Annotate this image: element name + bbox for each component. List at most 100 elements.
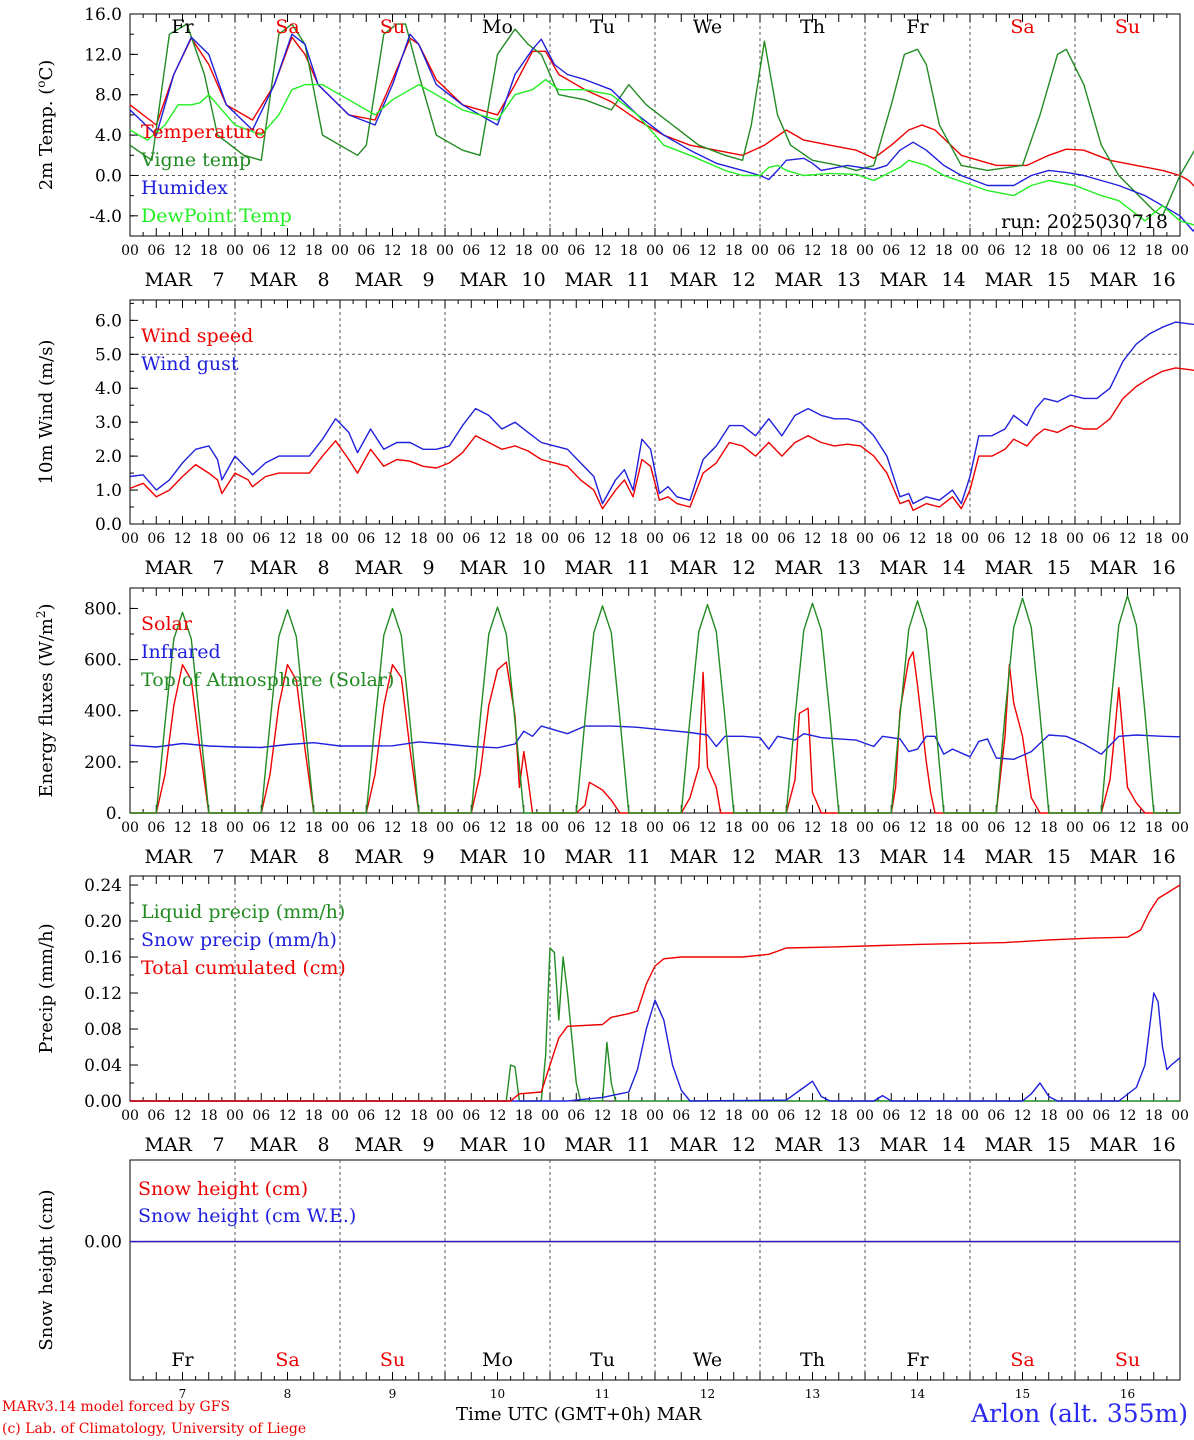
month-label: MAR bbox=[1090, 846, 1138, 868]
hour-tick-label: 18 bbox=[1145, 1108, 1163, 1124]
month-label: MAR bbox=[145, 269, 193, 291]
hour-tick-label: 18 bbox=[305, 531, 323, 547]
day-number-small: 7 bbox=[179, 1387, 187, 1401]
day-number-label: 13 bbox=[837, 557, 861, 579]
hour-tick-label: 12 bbox=[1014, 1108, 1032, 1124]
hour-tick-label: 12 bbox=[174, 243, 192, 259]
day-number-label: 12 bbox=[732, 846, 756, 868]
y-tick-label: 1.0 bbox=[95, 481, 122, 501]
hour-tick-label: 00 bbox=[121, 820, 139, 836]
y-tick-label: 3.0 bbox=[95, 413, 122, 433]
hour-tick-label: 06 bbox=[357, 531, 375, 547]
hour-tick-label: 00 bbox=[856, 820, 874, 836]
month-label: MAR bbox=[985, 557, 1033, 579]
hour-tick-label: 00 bbox=[226, 243, 244, 259]
day-number-label: 11 bbox=[627, 557, 651, 579]
day-number-small: 8 bbox=[284, 1387, 292, 1401]
day-number-label: 10 bbox=[522, 1134, 546, 1156]
day-number-label: 16 bbox=[1152, 846, 1176, 868]
hour-tick-label: 06 bbox=[147, 1108, 165, 1124]
hour-tick-label: 00 bbox=[751, 1108, 769, 1124]
day-number-label: 8 bbox=[318, 846, 330, 868]
unit: ) bbox=[36, 603, 57, 610]
hour-tick-label: 00 bbox=[856, 243, 874, 259]
hour-tick-label: 06 bbox=[672, 531, 690, 547]
month-label: MAR bbox=[880, 846, 928, 868]
hour-tick-label: 06 bbox=[147, 820, 165, 836]
hour-tick-label: 06 bbox=[987, 243, 1005, 259]
x-axis-title: Time UTC (GMT+0h) MAR bbox=[456, 1404, 702, 1425]
hour-tick-label: 06 bbox=[672, 1108, 690, 1124]
hour-tick-label: 12 bbox=[1014, 243, 1032, 259]
hour-tick-label: 18 bbox=[1040, 531, 1058, 547]
hour-tick-label: 18 bbox=[305, 1108, 323, 1124]
day-number-small: 9 bbox=[389, 1387, 397, 1401]
y-tick-label: 6.0 bbox=[95, 311, 122, 331]
day-number-label: 12 bbox=[732, 269, 756, 291]
hour-tick-label: 06 bbox=[252, 243, 270, 259]
y-tick-label: 0.24 bbox=[84, 876, 122, 896]
day-number-label: 14 bbox=[942, 557, 966, 579]
hour-tick-label: 06 bbox=[987, 820, 1005, 836]
hour-tick-label: 12 bbox=[594, 1108, 612, 1124]
series-line-blue bbox=[129, 33, 1194, 232]
day-number-small: 12 bbox=[700, 1387, 715, 1401]
hour-tick-label: 12 bbox=[1014, 820, 1032, 836]
day-number-label: 15 bbox=[1047, 1134, 1071, 1156]
month-label: MAR bbox=[565, 269, 613, 291]
hour-tick-label: 18 bbox=[830, 820, 848, 836]
hour-tick-label: 18 bbox=[1040, 1108, 1058, 1124]
weekday-label: We bbox=[693, 1349, 722, 1371]
y-tick-label: 16.0 bbox=[84, 5, 122, 25]
hour-tick-label: 00 bbox=[1171, 1108, 1189, 1124]
month-label: MAR bbox=[1090, 269, 1138, 291]
hour-tick-label: 18 bbox=[935, 531, 953, 547]
hour-tick-label: 12 bbox=[384, 1108, 402, 1124]
day-number-label: 10 bbox=[522, 269, 546, 291]
day-number-label: 9 bbox=[423, 846, 435, 868]
day-number-label: 14 bbox=[942, 1134, 966, 1156]
weekday-label: Fr bbox=[906, 16, 929, 38]
hour-tick-label: 06 bbox=[882, 820, 900, 836]
y-tick-label: 8.0 bbox=[95, 86, 122, 106]
hour-tick-label: 00 bbox=[646, 1108, 664, 1124]
hour-tick-label: 12 bbox=[384, 820, 402, 836]
hour-tick-label: 18 bbox=[515, 531, 533, 547]
hour-tick-label: 18 bbox=[410, 820, 428, 836]
hour-tick-label: 00 bbox=[1066, 531, 1084, 547]
series-line-green bbox=[130, 947, 1180, 1102]
month-label: MAR bbox=[565, 557, 613, 579]
series-line-red bbox=[129, 367, 1194, 512]
weekday-label: Tu bbox=[590, 16, 615, 38]
day-number-small: 13 bbox=[805, 1387, 820, 1401]
hour-tick-label: 00 bbox=[436, 531, 454, 547]
y-tick-label: 0.08 bbox=[84, 1020, 122, 1040]
hour-tick-label: 00 bbox=[436, 1108, 454, 1124]
weekday-label: Fr bbox=[171, 16, 194, 38]
hour-tick-label: 00 bbox=[646, 531, 664, 547]
hour-tick-label: 18 bbox=[410, 243, 428, 259]
month-label: MAR bbox=[985, 1134, 1033, 1156]
hour-tick-label: 00 bbox=[1171, 820, 1189, 836]
lab-credit: (c) Lab. of Climatology, University of L… bbox=[2, 1421, 307, 1437]
month-label: MAR bbox=[670, 269, 718, 291]
month-label: MAR bbox=[565, 1134, 613, 1156]
hour-tick-label: 18 bbox=[830, 243, 848, 259]
month-label: MAR bbox=[355, 846, 403, 868]
hour-tick-label: 12 bbox=[1119, 1108, 1137, 1124]
y-tick-label: 0.16 bbox=[84, 948, 122, 968]
series-line-green bbox=[130, 595, 1180, 814]
hour-tick-label: 00 bbox=[331, 531, 349, 547]
day-number-label: 13 bbox=[837, 846, 861, 868]
hour-tick-label: 06 bbox=[147, 243, 165, 259]
hour-tick-label: 12 bbox=[489, 1108, 507, 1124]
hour-tick-label: 00 bbox=[1066, 1108, 1084, 1124]
hour-tick-label: 12 bbox=[699, 531, 717, 547]
month-label: MAR bbox=[460, 846, 508, 868]
day-number-label: 15 bbox=[1047, 557, 1071, 579]
hour-tick-label: 00 bbox=[121, 243, 139, 259]
month-label: MAR bbox=[250, 1134, 298, 1156]
day-number-label: 13 bbox=[837, 269, 861, 291]
hour-tick-label: 18 bbox=[200, 531, 218, 547]
hour-tick-label: 00 bbox=[436, 820, 454, 836]
